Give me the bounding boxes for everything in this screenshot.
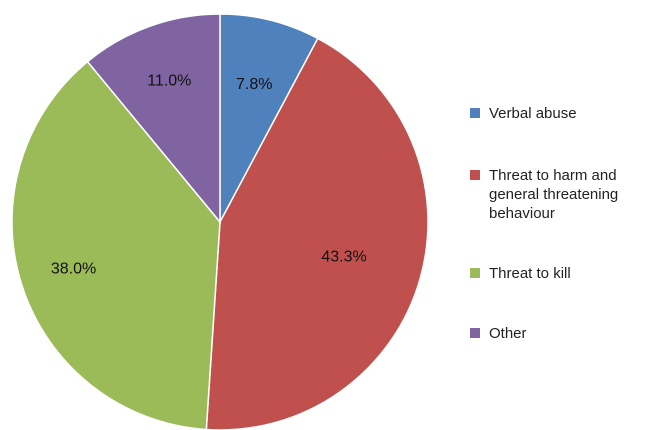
- data-label-verbal-abuse: 7.8%: [236, 76, 272, 93]
- pie-data-labels: 7.8% 43.3% 38.0% 11.0%: [51, 72, 367, 277]
- legend-swatch-verbal-abuse: [470, 108, 480, 118]
- legend-label-threat-to-kill: Threat to kill: [489, 265, 571, 282]
- legend-item-other: Other: [470, 324, 527, 343]
- pie-slice-other: [86, 13, 221, 225]
- data-label-threat-to-harm: 43.3%: [321, 249, 366, 266]
- data-label-threat-to-kill: 38.0%: [51, 261, 96, 278]
- legend-label-verbal-abuse: Verbal abuse: [489, 105, 577, 122]
- legend-item-threat-to-kill: Threat to kill: [470, 264, 571, 283]
- legend-label-threat-to-harm: Threat to harm and general threatening b…: [489, 167, 619, 222]
- legend-swatch-other: [470, 328, 480, 338]
- pie-slice-threat-to-harm: [205, 37, 429, 430]
- legend-swatch-threat-to-harm: [470, 170, 480, 180]
- legend-label-other: Other: [489, 325, 527, 342]
- legend-item-threat-to-harm: Threat to harm and general threatening b…: [470, 166, 659, 223]
- pie-slice-threat-to-kill: [11, 60, 221, 430]
- data-label-other: 11.0%: [147, 72, 191, 89]
- legend-swatch-threat-to-kill: [470, 268, 480, 278]
- pie-slice-verbal-abuse: [219, 13, 319, 223]
- legend-item-verbal-abuse: Verbal abuse: [470, 104, 577, 123]
- pie-slices: [11, 13, 429, 430]
